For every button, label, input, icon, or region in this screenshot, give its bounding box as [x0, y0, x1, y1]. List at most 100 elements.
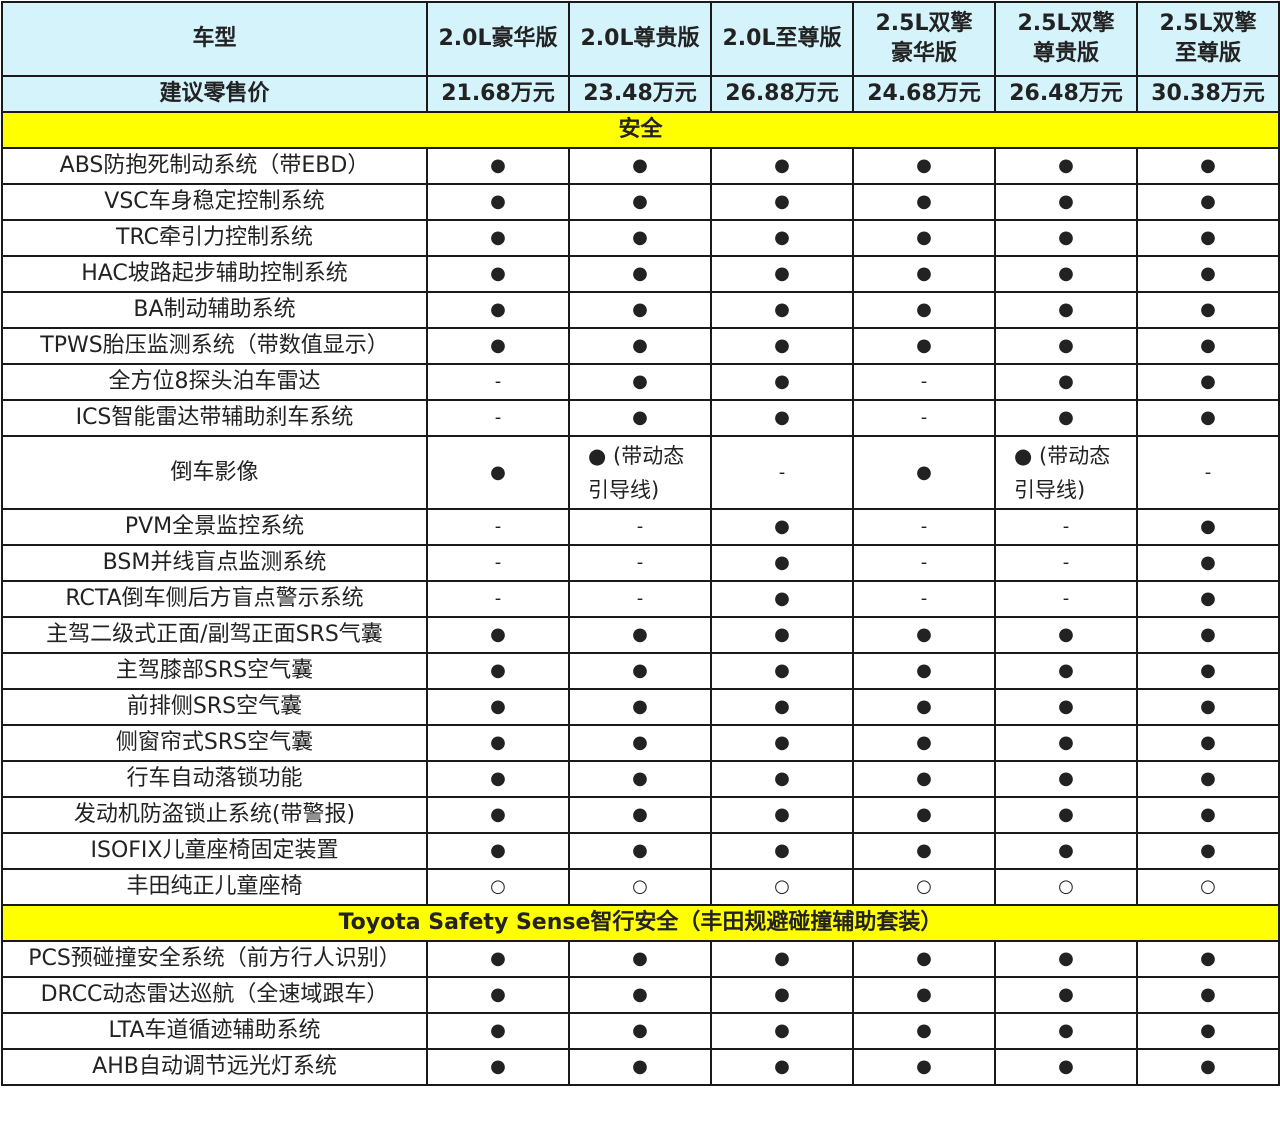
feature-name: PVM全景监控系统	[1, 508, 428, 546]
feature-name: PCS预碰撞安全系统（前方行人识别）	[1, 940, 428, 978]
standard-mark: ●	[426, 832, 570, 870]
price: 26.48万元	[994, 75, 1138, 113]
standard-mark: ●	[568, 1048, 712, 1086]
standard-mark: ●	[994, 399, 1138, 437]
unavailable-mark: -	[852, 544, 996, 582]
unavailable-mark: -	[426, 580, 570, 618]
feature-name: 倒车影像	[1, 435, 428, 510]
table-row: 前排侧SRS空气囊 ● ● ● ● ● ●	[1, 688, 1280, 726]
standard-mark: ●	[568, 724, 712, 762]
unavailable-mark: -	[1136, 435, 1280, 510]
table-row: RCTA倒车侧后方盲点警示系统 - - ● - - ●	[1, 580, 1280, 618]
standard-mark: ●	[994, 219, 1138, 257]
feature-name: VSC车身稳定控制系统	[1, 183, 428, 221]
model-name: 2.0L尊贵版	[568, 1, 712, 77]
standard-mark: ●	[710, 544, 854, 582]
standard-mark: ●	[994, 183, 1138, 221]
standard-mark: ●	[568, 219, 712, 257]
standard-mark: ●	[710, 616, 854, 654]
standard-mark: ●	[852, 183, 996, 221]
standard-mark: ●	[568, 976, 712, 1014]
table-row: 主驾二级式正面/副驾正面SRS气囊 ● ● ● ● ● ●	[1, 616, 1280, 654]
standard-mark: ●	[426, 291, 570, 329]
standard-mark: ●	[710, 796, 854, 834]
standard-mark: ●	[426, 796, 570, 834]
standard-mark: ●	[710, 147, 854, 185]
standard-mark: ●	[994, 291, 1138, 329]
standard-mark: ●	[710, 688, 854, 726]
unavailable-mark: -	[426, 363, 570, 401]
feature-name: BA制动辅助系统	[1, 291, 428, 329]
standard-mark: ●	[1136, 580, 1280, 618]
table-row: 主驾膝部SRS空气囊 ● ● ● ● ● ●	[1, 652, 1280, 690]
optional-mark: ○	[852, 868, 996, 906]
unavailable-mark: -	[852, 363, 996, 401]
standard-mark: ●	[426, 435, 570, 510]
section-header: Toyota Safety Sense智行安全（丰田规避碰撞辅助套装）	[1, 904, 1280, 942]
unavailable-mark: -	[426, 544, 570, 582]
standard-mark: ●	[852, 255, 996, 293]
standard-mark: ●	[426, 219, 570, 257]
standard-mark: ●	[568, 940, 712, 978]
standard-mark: ●	[1136, 399, 1280, 437]
standard-mark: ●	[852, 832, 996, 870]
standard-mark: ●	[994, 1048, 1138, 1086]
standard-mark: ●	[710, 508, 854, 546]
standard-mark: ●	[852, 147, 996, 185]
model-label: 车型	[1, 1, 428, 77]
table-row: 行车自动落锁功能 ● ● ● ● ● ●	[1, 760, 1280, 798]
standard-mark: ●	[852, 760, 996, 798]
unavailable-mark: -	[568, 544, 712, 582]
standard-mark: ●	[710, 291, 854, 329]
standard-mark: ●	[568, 688, 712, 726]
standard-mark: ●	[1136, 1012, 1280, 1050]
standard-mark: ●	[710, 363, 854, 401]
standard-mark: ●	[426, 183, 570, 221]
price: 30.38万元	[1136, 75, 1280, 113]
feature-name: AHB自动调节远光灯系统	[1, 1048, 428, 1086]
table-row: ABS防抱死制动系统（带EBD） ● ● ● ● ● ●	[1, 147, 1280, 185]
model-header-row: 车型 2.0L豪华版 2.0L尊贵版 2.0L至尊版 2.5L双擎 豪华版 2.…	[1, 1, 1280, 77]
standard-mark: ●	[852, 652, 996, 690]
model-name: 2.5L双擎 尊贵版	[994, 1, 1138, 77]
standard-mark: ●	[568, 832, 712, 870]
optional-mark: ○	[1136, 868, 1280, 906]
price-row: 建议零售价 21.68万元 23.48万元 26.88万元 24.68万元 26…	[1, 75, 1280, 113]
feature-name: ISOFIX儿童座椅固定装置	[1, 832, 428, 870]
standard-mark: ●	[1136, 291, 1280, 329]
standard-mark: ●	[852, 1012, 996, 1050]
standard-mark: ●	[426, 724, 570, 762]
feature-name: 主驾二级式正面/副驾正面SRS气囊	[1, 616, 428, 654]
standard-mark: ●	[710, 183, 854, 221]
table-row: 倒车影像 ● ● (带动态 引导线) - ● ● (带动态 引导线) -	[1, 435, 1280, 510]
standard-mark: ●	[852, 940, 996, 978]
model-name: 2.5L双擎 至尊版	[1136, 1, 1280, 77]
unavailable-mark: -	[426, 399, 570, 437]
standard-mark: ●	[568, 327, 712, 365]
standard-mark: ●	[994, 652, 1138, 690]
standard-mark: ●	[710, 976, 854, 1014]
unavailable-mark: -	[426, 508, 570, 546]
table-row: BA制动辅助系统 ● ● ● ● ● ●	[1, 291, 1280, 329]
standard-mark: ●	[1136, 976, 1280, 1014]
standard-mark: ●	[1136, 183, 1280, 221]
feature-name: 丰田纯正儿童座椅	[1, 868, 428, 906]
standard-mark: ●	[710, 255, 854, 293]
feature-name: ICS智能雷达带辅助刹车系统	[1, 399, 428, 437]
table-row: PCS预碰撞安全系统（前方行人识别） ● ● ● ● ● ●	[1, 940, 1280, 978]
section-title: 安全	[1, 111, 1280, 149]
standard-mark: ●	[568, 291, 712, 329]
standard-mark: ●	[426, 976, 570, 1014]
unavailable-mark: -	[568, 580, 712, 618]
standard-mark: ●	[994, 327, 1138, 365]
standard-mark: ●	[568, 183, 712, 221]
standard-mark: ●	[710, 1012, 854, 1050]
feature-name: TRC牵引力控制系统	[1, 219, 428, 257]
standard-mark: ●	[568, 363, 712, 401]
standard-mark: ●	[426, 652, 570, 690]
unavailable-mark: -	[994, 580, 1138, 618]
standard-mark: ●	[994, 940, 1138, 978]
table-row: 全方位8探头泊车雷达 - ● ● - ● ●	[1, 363, 1280, 401]
standard-mark: ●	[426, 255, 570, 293]
standard-mark: ●	[994, 760, 1138, 798]
